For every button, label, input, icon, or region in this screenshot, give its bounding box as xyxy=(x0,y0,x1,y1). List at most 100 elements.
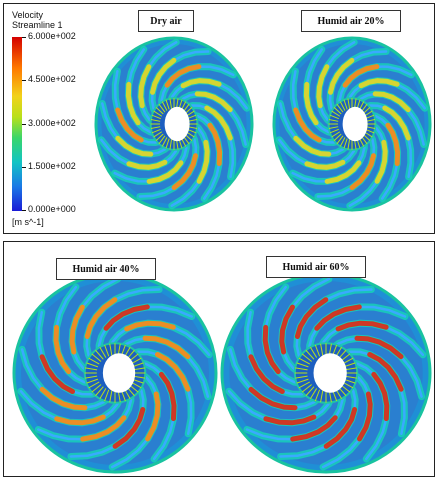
hub-vane xyxy=(155,133,164,141)
hub-vane xyxy=(301,353,312,362)
velocity-streak xyxy=(115,107,144,143)
velocity-streak xyxy=(354,335,404,360)
velocity-streak xyxy=(372,91,411,113)
hub-vane xyxy=(85,375,98,379)
velocity-streak xyxy=(204,105,233,141)
legend-tick-label: 4.500e+002 xyxy=(28,74,76,84)
velocity-streak xyxy=(53,324,72,375)
impeller-eye xyxy=(313,353,347,393)
velocity-streak xyxy=(125,81,141,126)
velocity-streak xyxy=(323,407,358,449)
velocity-streak xyxy=(358,78,400,89)
hub-vane xyxy=(99,388,107,399)
velocity-streak xyxy=(374,139,388,184)
hub-vane xyxy=(333,133,342,141)
hub-vane xyxy=(296,362,309,368)
velocity-streak xyxy=(293,107,322,143)
velocity-streak xyxy=(357,391,373,442)
bottom-panel: Humid air 40% Humid air 60% xyxy=(3,241,435,477)
hub-vane xyxy=(153,131,163,138)
tick-mark xyxy=(22,210,26,211)
velocity-streak xyxy=(304,159,346,170)
impeller-humid-60 xyxy=(220,272,432,474)
hub-vane xyxy=(305,386,315,397)
velocity-streak xyxy=(248,386,298,411)
velocity-streak xyxy=(142,335,191,360)
hub-vane xyxy=(155,107,164,115)
legend-tick-label: 6.000e+002 xyxy=(28,31,76,41)
velocity-streak xyxy=(324,160,362,184)
legend-colorbar xyxy=(12,37,22,211)
hub-vane xyxy=(165,138,170,149)
velocity-streak xyxy=(150,57,177,95)
velocity-streak xyxy=(328,57,355,95)
hub-vane xyxy=(95,386,104,397)
velocity-streak xyxy=(39,354,75,394)
velocity-streak xyxy=(263,414,317,426)
hub-vane xyxy=(333,107,342,115)
velocity-streak xyxy=(164,64,202,88)
hub-vane xyxy=(86,362,99,368)
hub-vane xyxy=(314,389,321,402)
velocity-streak xyxy=(303,81,319,126)
hub-vane xyxy=(336,103,344,113)
hub-vane xyxy=(161,137,168,147)
hub-vane xyxy=(309,388,318,399)
impeller-eye xyxy=(164,106,190,142)
hub-vane xyxy=(104,344,110,357)
hub-vane xyxy=(328,126,339,129)
velocity-streak xyxy=(385,122,401,167)
hub-vane xyxy=(339,137,346,147)
velocity-streak xyxy=(112,407,146,449)
hub-vane xyxy=(331,131,341,138)
impeller-humid-20 xyxy=(272,36,432,212)
tick-mark xyxy=(22,124,26,125)
hub-vane xyxy=(85,367,98,371)
hub-vane xyxy=(305,349,315,360)
hub-vane xyxy=(347,98,351,109)
velocity-streak xyxy=(207,122,223,167)
velocity-streak xyxy=(335,320,389,332)
velocity-streak xyxy=(196,139,210,184)
hub-vane xyxy=(329,128,339,134)
velocity-streak xyxy=(248,354,285,394)
velocity-streak xyxy=(371,371,390,422)
hub-vane xyxy=(88,357,100,365)
hub-vane xyxy=(169,139,173,150)
hub-vane xyxy=(158,135,166,145)
velocity-streak xyxy=(316,64,330,109)
velocity-streak xyxy=(115,135,154,157)
velocity-streak xyxy=(262,324,281,375)
velocity-streak xyxy=(145,391,161,442)
velocity-streak xyxy=(138,64,152,109)
hub-vane xyxy=(153,110,163,117)
velocity-streak xyxy=(290,415,338,442)
velocity-streak xyxy=(84,297,118,339)
hub-vane xyxy=(95,349,104,360)
legend-tick-label: 3.000e+002 xyxy=(28,118,76,128)
velocity-streak xyxy=(293,135,332,157)
hub-vane xyxy=(343,99,348,110)
velocity-streak xyxy=(279,304,295,355)
hub-vane xyxy=(301,384,312,393)
legend-subtitle: Streamline 1 xyxy=(12,20,63,30)
hub-vane xyxy=(151,128,161,134)
panel-label-humid-20: Humid air 20% xyxy=(301,10,401,32)
velocity-streak xyxy=(314,304,362,331)
velocity-streak xyxy=(367,352,404,392)
velocity-streak xyxy=(146,160,184,184)
hub-vane xyxy=(331,110,341,117)
velocity-streak xyxy=(158,371,177,422)
velocity-streak xyxy=(54,414,106,426)
hub-vane xyxy=(88,381,100,389)
hub-vane xyxy=(295,367,308,371)
hub-vane xyxy=(343,138,348,149)
impeller-humid-40 xyxy=(12,272,218,474)
hub-vane xyxy=(296,378,309,384)
hub-vane xyxy=(150,119,161,122)
velocity-streak xyxy=(349,153,376,191)
velocity-streak xyxy=(382,105,411,141)
hub-vane xyxy=(91,384,102,393)
hub-vane xyxy=(99,347,107,358)
hub-vane xyxy=(329,114,339,120)
